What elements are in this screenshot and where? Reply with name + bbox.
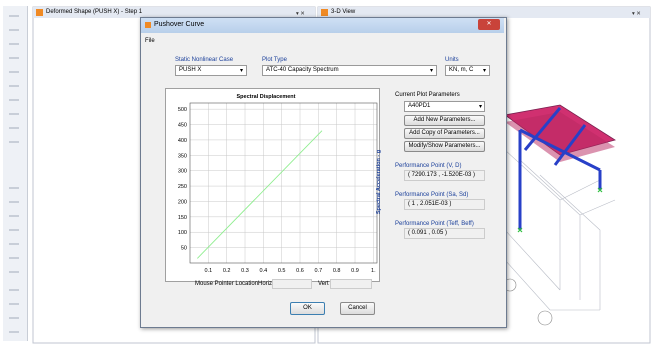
plot-frame	[190, 103, 377, 263]
dialog-title: Pushover Curve	[154, 21, 204, 28]
svg-text:▾ ✕: ▾ ✕	[632, 11, 641, 17]
y-tick-label: 250	[178, 184, 187, 190]
y-axis-label: Spectral Acceleration - g	[376, 150, 382, 214]
params-label: Current Plot Parameters	[395, 92, 460, 98]
y-tick-label: 100	[178, 230, 187, 236]
y-tick-label: 300	[178, 169, 187, 175]
plot-type-dropdown[interactable]: ATC-40 Capacity Spectrum	[262, 65, 437, 76]
page: ▾ ✕ ▾ ✕ Deformed Shape (PUSH X) - Step 1…	[0, 0, 652, 345]
menu-file[interactable]: File	[145, 38, 155, 44]
perf-label: Performance Point (Teff, Beff)	[395, 221, 474, 227]
y-tick-label: 500	[178, 107, 187, 113]
perf-value: ( 0.091 , 0.05 )	[404, 228, 485, 239]
data-line	[197, 131, 322, 259]
y-axis-label-box: Spectral Acceleration - g	[373, 122, 383, 242]
perf-label: Performance Point (V, D)	[395, 163, 461, 169]
x-tick-label: 0.2	[223, 268, 231, 274]
ok-button[interactable]: OK	[290, 302, 325, 315]
x-tick-label: 0.8	[333, 268, 341, 274]
perf-value: ( 7290.173 , -1.520E-03 )	[404, 170, 485, 181]
dropdown-arrows: ▾	[430, 67, 433, 74]
dropdown-arrows: ▾	[483, 67, 486, 74]
x-tick-label: 0.1	[205, 268, 213, 274]
case-dropdown[interactable]: PUSH X	[175, 65, 247, 76]
y-tick-label: 400	[178, 138, 187, 144]
close-button[interactable]: ✕	[478, 19, 500, 30]
x-tick-label: 1.	[371, 268, 376, 274]
vert-label: Vert	[318, 281, 329, 287]
params-dropdown[interactable]: A40PD1	[404, 101, 485, 112]
x-tick-label: 0.6	[296, 268, 304, 274]
dropdown-arrows: ▾	[240, 67, 243, 74]
y-tick-label: 50	[181, 246, 187, 252]
horiz-label: Horiz	[258, 281, 272, 287]
y-tick-label: 150	[178, 215, 187, 221]
add-new-button[interactable]: Add New Parameters...	[404, 115, 485, 126]
y-tick-label: 200	[178, 199, 187, 205]
x-tick-label: 0.3	[241, 268, 249, 274]
left-window-title[interactable]: Deformed Shape (PUSH X) - Step 1	[46, 9, 142, 15]
x-tick-label: 0.9	[351, 268, 359, 274]
cancel-button[interactable]: Cancel	[340, 302, 375, 315]
chart: Spectral Displacement 50 100 150 200 250 300 3…	[165, 88, 380, 282]
case-label: Static Nonlinear Case	[175, 57, 233, 63]
y-tick-label: 450	[178, 123, 187, 129]
dropdown-arrows: ▾	[479, 103, 482, 110]
y-tick-label: 350	[178, 153, 187, 159]
vert-box	[330, 279, 372, 289]
app: ▾ ✕ ▾ ✕ Deformed Shape (PUSH X) - Step 1…	[0, 0, 652, 345]
add-copy-button[interactable]: Add Copy of Parameters...	[404, 128, 485, 139]
perf-label: Performance Point (Sa, Sd)	[395, 192, 468, 198]
right-window-title[interactable]: 3-D View	[331, 9, 355, 15]
x-tick-label: 0.4	[260, 268, 268, 274]
horiz-box	[272, 279, 312, 289]
modify-button[interactable]: Modify/Show Parameters...	[404, 141, 485, 152]
plot-type-label: Plot Type	[262, 57, 287, 63]
dialog-icon	[145, 22, 151, 28]
perf-value: ( 1 , 2.051E-03 )	[404, 199, 485, 210]
x-tick-label: 0.5	[278, 268, 286, 274]
x-tick-label: 0.7	[315, 268, 323, 274]
units-label: Units	[445, 57, 459, 63]
mouse-label: Mouse Pointer Location	[195, 281, 258, 287]
chart-title: Spectral Displacement	[237, 94, 296, 100]
